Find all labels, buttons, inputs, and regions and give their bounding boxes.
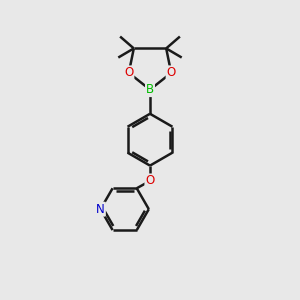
Text: N: N bbox=[96, 203, 105, 216]
Text: O: O bbox=[167, 66, 176, 80]
Text: O: O bbox=[124, 66, 134, 80]
Text: O: O bbox=[146, 174, 154, 188]
Text: B: B bbox=[146, 83, 154, 96]
